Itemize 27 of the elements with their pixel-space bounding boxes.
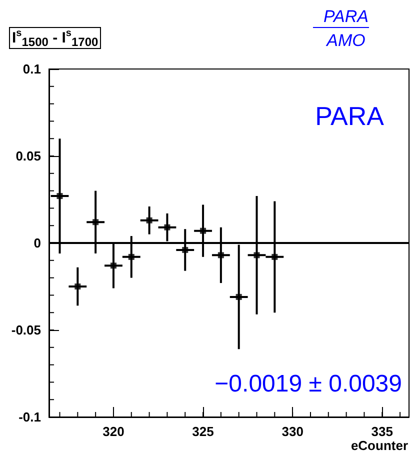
point	[164, 224, 170, 230]
point	[110, 262, 116, 269]
annotation: −0.0019 ± 0.0039	[214, 370, 402, 398]
point	[56, 193, 63, 200]
point	[236, 294, 242, 300]
point	[146, 217, 152, 224]
point	[272, 254, 278, 260]
point	[92, 219, 99, 226]
point	[218, 252, 224, 258]
point	[74, 284, 81, 290]
y-tick-label: -0.1	[18, 410, 41, 424]
x-axis-title: eCounter	[350, 438, 408, 453]
point	[128, 254, 134, 260]
point	[182, 246, 188, 253]
y-tick-label: -0.05	[11, 322, 41, 338]
x-tick-label: 325	[192, 424, 214, 439]
x-tick-label: 335	[371, 424, 393, 439]
y-tick-label: 0	[34, 236, 41, 250]
chart-subtitle: AMO	[326, 31, 366, 50]
point	[200, 228, 206, 234]
x-tick-label: 330	[282, 424, 304, 439]
y-tick-label: 0.05	[16, 148, 41, 164]
point	[254, 252, 260, 258]
x-tick-label: 320	[102, 424, 124, 439]
annotation: PARA	[315, 101, 385, 131]
y-tick-label: 0.1	[22, 62, 41, 76]
chart-title: PARA	[323, 7, 369, 26]
